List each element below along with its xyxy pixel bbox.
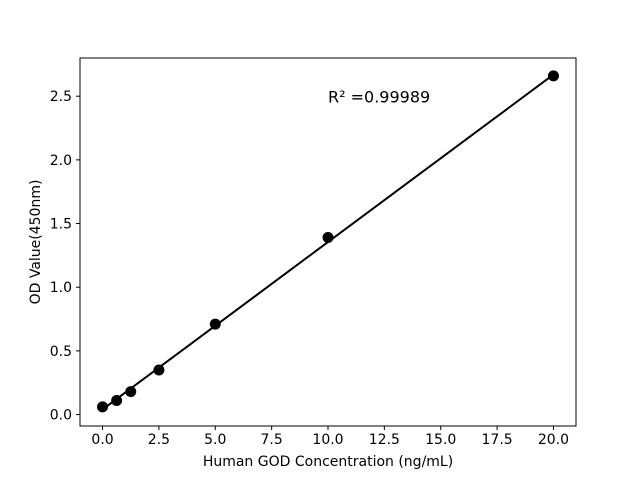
data-point [153,364,165,376]
data-point [322,232,334,244]
data-point [125,386,137,398]
y-axis-ticks: 0.0 0.5 1.0 1.5 2.0 2.5 [50,89,80,424]
x-axis-label: Human GOD Concentration (ng/mL) [203,454,453,470]
x-tick-label: 10.0 [312,432,343,448]
x-tick-label: 7.5 [261,432,283,448]
y-tick-label: 0.5 [50,344,72,360]
y-tick-label: 2.0 [50,153,72,169]
y-tick-label: 1.0 [50,280,72,296]
data-point [97,401,109,413]
y-tick-label: 1.5 [50,217,72,233]
y-tick-label: 0.0 [50,408,72,424]
data-point [547,70,559,82]
x-tick-label: 20.0 [538,432,569,448]
y-axis-label: OD Value(450nm) [28,180,44,305]
x-tick-label: 0.0 [91,432,113,448]
x-tick-label: 17.5 [482,432,513,448]
r-squared-annotation: R² =0.99989 [328,88,430,107]
x-tick-label: 5.0 [204,432,226,448]
y-tick-label: 2.5 [50,89,72,105]
x-axis-ticks: 0.0 2.5 5.0 7.5 10.0 12.5 15.0 17.5 20.0 [91,426,569,448]
data-series [97,70,559,413]
data-point [209,318,221,330]
data-point [111,395,123,407]
x-tick-label: 15.0 [425,432,456,448]
x-tick-label: 12.5 [369,432,400,448]
x-tick-label: 2.5 [148,432,170,448]
